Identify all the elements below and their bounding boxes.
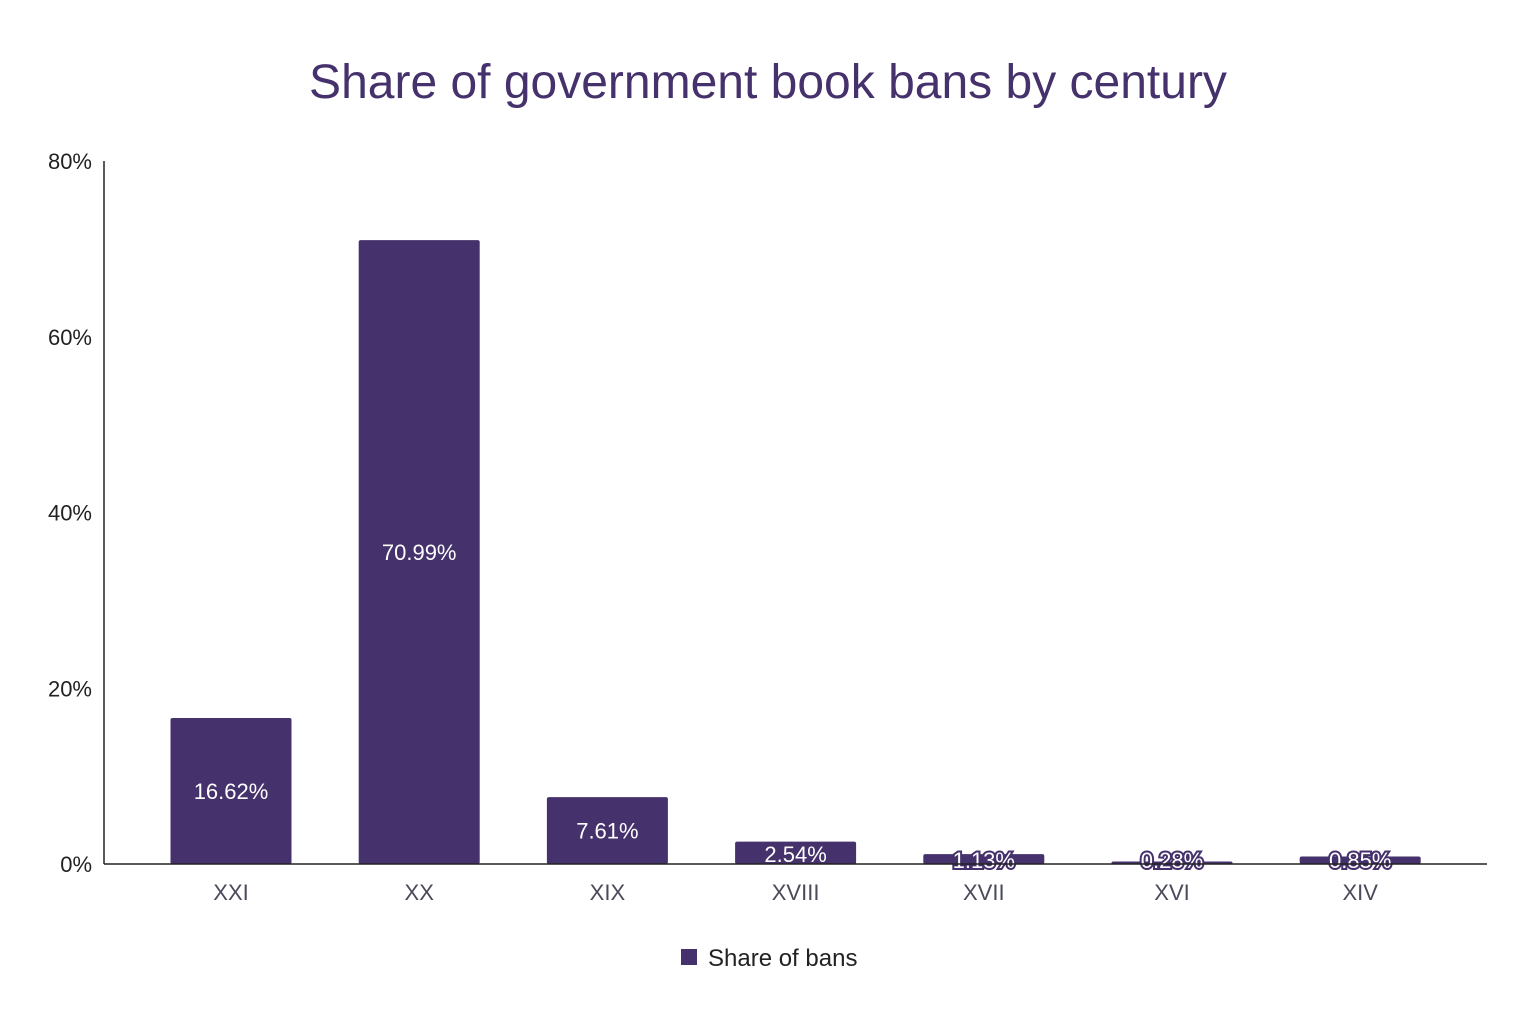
legend-swatch: [681, 949, 697, 965]
y-tick-label: 80%: [48, 149, 92, 174]
chart-title: Share of government book bans by century: [309, 56, 1227, 109]
y-tick-label: 0%: [60, 852, 92, 877]
bar: [923, 854, 1045, 864]
x-tick-label: XXI: [213, 880, 248, 905]
bar: [358, 240, 480, 865]
bar: [735, 841, 857, 864]
x-axis: XXI XX XIX XVIII XVII XVI XIV: [104, 863, 1487, 905]
data-label: 7.61%: [576, 819, 638, 844]
y-axis: 0% 20% 40% 60% 80%: [48, 149, 105, 877]
y-tick-label: 40%: [48, 501, 92, 526]
x-tick-label: XX: [405, 880, 435, 905]
legend: Share of bans: [681, 945, 857, 972]
bar: [1299, 856, 1421, 864]
bar: [546, 797, 668, 864]
legend-label: Share of bans: [708, 945, 857, 972]
x-tick-label: XIX: [590, 880, 626, 905]
data-label: 0.28%: [1141, 848, 1203, 873]
x-tick-label: XVIII: [772, 880, 820, 905]
data-label: 70.99%: [382, 540, 457, 565]
bars: 16.62% 70.99% 7.61% 2.54% 1.13% 0.28% 0.85%: [170, 240, 1421, 875]
y-tick-label: 20%: [48, 676, 92, 701]
x-tick-label: XVI: [1154, 880, 1189, 905]
data-label: 16.62%: [194, 779, 269, 804]
y-tick-label: 60%: [48, 325, 92, 350]
bar: [170, 717, 292, 864]
x-tick-label: XIV: [1342, 880, 1378, 905]
data-label: 0.85%: [1329, 848, 1391, 873]
data-label: 1.13%: [953, 848, 1015, 873]
x-tick-label: XVII: [963, 880, 1005, 905]
data-label: 2.54%: [764, 842, 826, 867]
